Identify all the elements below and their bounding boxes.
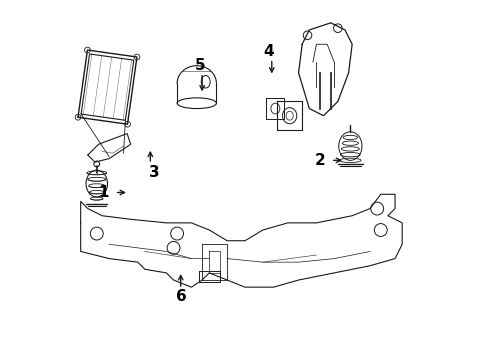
Circle shape bbox=[134, 54, 140, 60]
Text: 3: 3 bbox=[148, 165, 159, 180]
Circle shape bbox=[75, 114, 81, 120]
Text: 1: 1 bbox=[98, 185, 109, 200]
Text: 6: 6 bbox=[176, 289, 187, 303]
Text: 4: 4 bbox=[263, 44, 273, 59]
Text: 2: 2 bbox=[315, 153, 325, 168]
Text: 5: 5 bbox=[195, 58, 206, 73]
Circle shape bbox=[85, 47, 90, 53]
Circle shape bbox=[124, 121, 130, 127]
